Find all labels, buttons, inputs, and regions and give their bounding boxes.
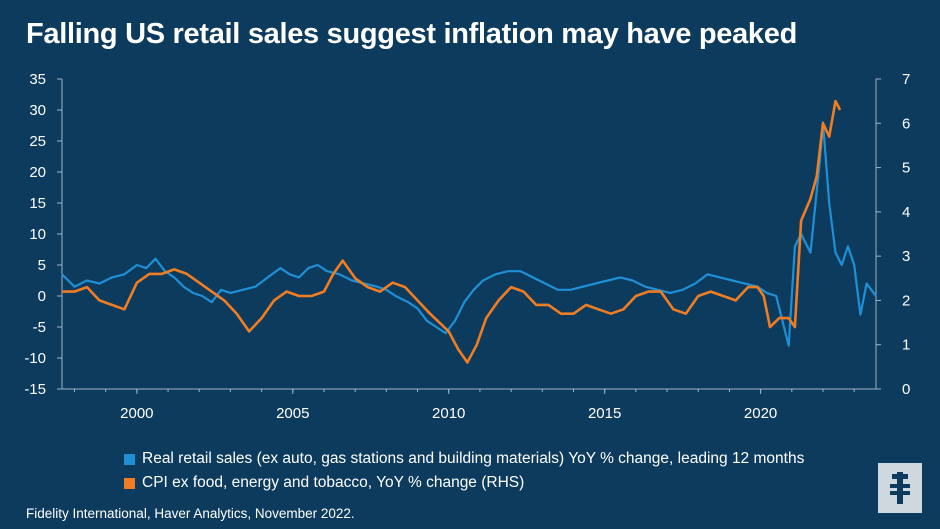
legend-swatch-blue bbox=[124, 453, 135, 465]
source-note: Fidelity International, Haver Analytics,… bbox=[26, 506, 355, 521]
y-left-tick-label: 15 bbox=[29, 195, 46, 212]
y-left-tick-label: 25 bbox=[29, 133, 46, 150]
y-right-tick-label: 3 bbox=[902, 248, 910, 265]
series-line-retail-sales bbox=[61, 121, 877, 347]
legend-label-cpi: CPI ex food, energy and tobacco, YoY % c… bbox=[142, 474, 525, 491]
y-left-tick-label: 5 bbox=[38, 257, 46, 274]
series-line-cpi bbox=[62, 99, 842, 364]
y-right-tick-label: 6 bbox=[902, 115, 910, 132]
x-tick-label: 2020 bbox=[744, 405, 777, 422]
chart-title: Falling US retail sales suggest inflatio… bbox=[26, 18, 797, 50]
x-tick-label: 2005 bbox=[276, 405, 309, 422]
chart-legend: Real retail sales (ex auto, gas stations… bbox=[124, 447, 804, 495]
y-left-tick-label: 30 bbox=[29, 102, 46, 119]
y-left-tick-label: 20 bbox=[29, 164, 46, 181]
y-right-tick-label: 1 bbox=[902, 337, 910, 354]
chart-lines bbox=[61, 99, 877, 364]
x-tick-label: 2010 bbox=[432, 405, 465, 422]
legend-swatch-orange bbox=[124, 477, 135, 489]
y-left-tick-label: 10 bbox=[29, 226, 46, 243]
legend-label-retail-sales: Real retail sales (ex auto, gas stations… bbox=[142, 450, 805, 467]
y-left-tick-label: -10 bbox=[24, 350, 46, 367]
y-right-tick-label: 7 bbox=[902, 71, 910, 88]
y-left-tick-label: -5 bbox=[33, 319, 46, 336]
fidelity-logo-icon bbox=[878, 463, 922, 513]
y-left-tick-label: -15 bbox=[24, 381, 46, 398]
y-left-tick-label: 0 bbox=[38, 288, 46, 305]
x-tick-label: 2000 bbox=[120, 405, 153, 422]
y-left-tick-label: 35 bbox=[29, 71, 46, 88]
y-right-tick-label: 4 bbox=[902, 204, 910, 221]
legend-item-retail-sales: Real retail sales (ex auto, gas stations… bbox=[124, 447, 804, 471]
y-right-tick-label: 0 bbox=[902, 381, 910, 398]
y-right-tick-label: 5 bbox=[902, 160, 910, 177]
x-tick-label: 2015 bbox=[588, 405, 621, 422]
legend-item-cpi: CPI ex food, energy and tobacco, YoY % c… bbox=[124, 471, 804, 495]
y-right-tick-label: 2 bbox=[902, 292, 910, 309]
